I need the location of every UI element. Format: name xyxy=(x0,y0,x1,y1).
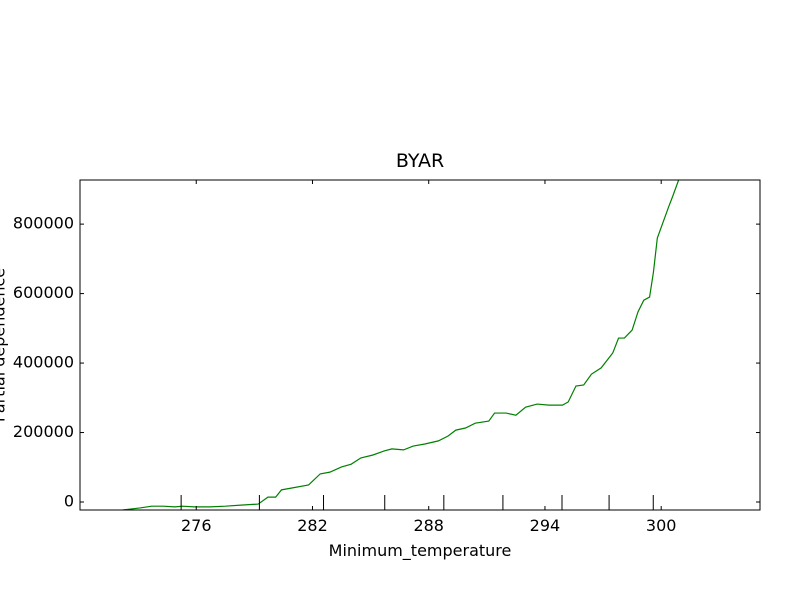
y-tick-label: 600000 xyxy=(13,283,74,302)
axes-frame xyxy=(79,179,761,511)
data-line xyxy=(122,180,680,510)
x-tick-label: 288 xyxy=(413,516,444,535)
x-axis-label: Minimum_temperature xyxy=(329,541,512,561)
x-tick-label: 300 xyxy=(646,516,677,535)
x-tick-label: 276 xyxy=(181,516,212,535)
y-tick-label: 0 xyxy=(64,492,74,511)
plot-area xyxy=(122,180,680,510)
x-tick-label: 282 xyxy=(297,516,328,535)
x-tick-label: 294 xyxy=(530,516,561,535)
y-tick-label: 800000 xyxy=(13,214,74,233)
y-tick-label: 200000 xyxy=(13,422,74,441)
chart-title: BYAR xyxy=(396,150,444,172)
y-tick-label: 400000 xyxy=(13,353,74,372)
y-axis-label: Partial dependence xyxy=(0,268,9,422)
